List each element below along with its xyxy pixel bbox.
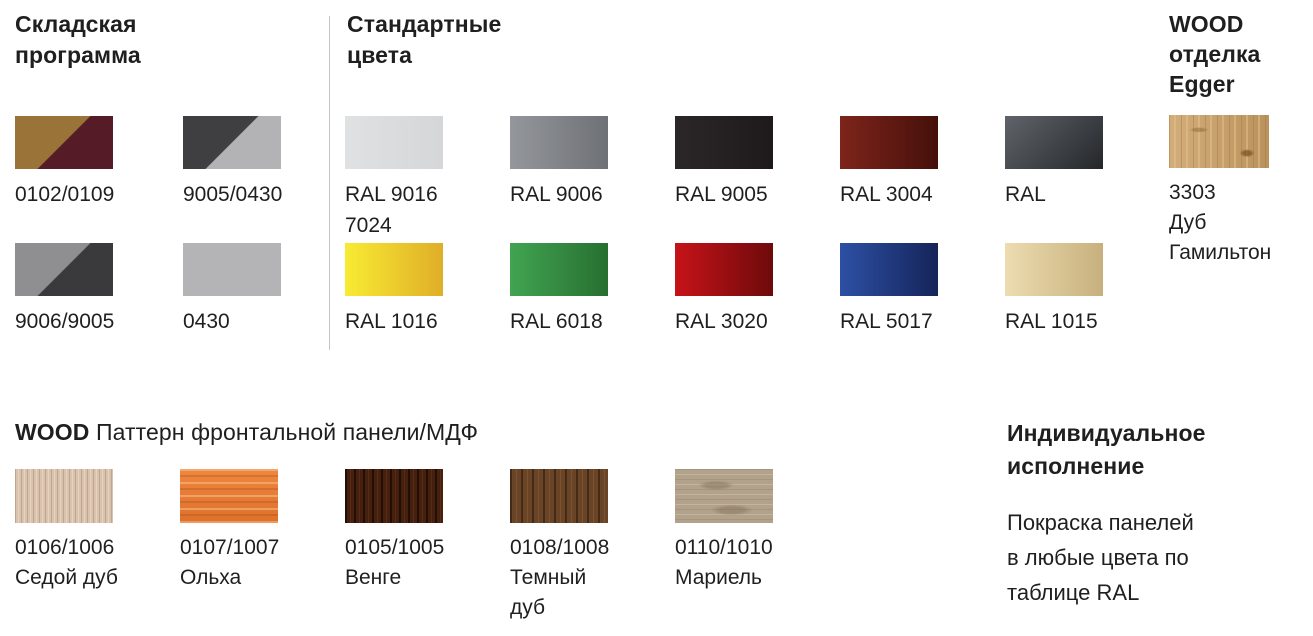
color-swatch-9006-9005 (15, 243, 113, 296)
wood-swatch-0108-dark-oak (510, 469, 608, 523)
egger-section-title: WOOD отделка Egger (1169, 11, 1261, 97)
custom-finish-description: Покраска панелей в любые цвета по таблиц… (1007, 510, 1194, 605)
swatch-code-label: RAL 1016 (345, 310, 438, 333)
swatch-code-label: 9005/0430 (183, 183, 283, 206)
color-swatch-ral-3020 (675, 243, 773, 296)
swatch-code-label: RAL (1005, 183, 1046, 206)
color-swatch-0102-0109 (15, 116, 113, 169)
swatch-code-label: RAL 3004 (840, 183, 933, 206)
swatch-cell-9006-9005: 9006/9005 (15, 243, 114, 337)
swatch-code-label: 0110/1010 Мариель (675, 536, 773, 589)
swatch-cell-ral-3004: RAL 3004 (840, 116, 938, 210)
wood-patterns-section-title: WOOD Паттерн фронтальной панели/МДФ (15, 417, 478, 448)
swatch-cell-0107-1007: 0107/1007 Ольха (180, 469, 279, 593)
wood-patterns-title-rest: Паттерн фронтальной панели/МДФ (89, 419, 479, 445)
swatch-cell-ral-9005: RAL 9005 (675, 116, 773, 210)
wood-swatch-3303-oak-hamilton (1169, 115, 1269, 168)
swatch-code-label: 3303 Дуб Гамильтон (1169, 181, 1272, 264)
swatch-cell-ral-3020: RAL 3020 (675, 243, 773, 337)
wood-swatch-0106-gray-oak (15, 469, 113, 523)
custom-finish-section-title: Индивидуальное исполнение (1007, 420, 1206, 479)
color-swatch-ral-9006 (510, 116, 608, 169)
swatch-code-label: RAL 1015 (1005, 310, 1098, 333)
swatch-code-label: 9006/9005 (15, 310, 115, 333)
swatch-code-label: 0102/0109 (15, 183, 115, 206)
swatch-cell-0106-1006: 0106/1006 Седой дуб (15, 469, 118, 593)
swatch-cell-ral-9006: RAL 9006 (510, 116, 608, 210)
color-swatch-ral (1005, 116, 1103, 169)
swatch-cell-ral-6018: RAL 6018 (510, 243, 608, 337)
swatch-code-label: RAL 9006 (510, 183, 603, 206)
swatch-code-label: 0108/1008 Темный дуб (510, 536, 610, 619)
swatch-code-label: RAL 6018 (510, 310, 603, 333)
color-swatch-ral-5017 (840, 243, 938, 296)
color-swatch-ral-1015 (1005, 243, 1103, 296)
swatch-code-label: 0430 (183, 310, 230, 333)
swatch-code-label: RAL 5017 (840, 310, 933, 333)
swatch-code-label: 0106/1006 Седой дуб (15, 536, 118, 589)
swatch-cell-ral-1016: RAL 1016 (345, 243, 443, 337)
swatch-cell-0108-1008: 0108/1008 Темный дуб (510, 469, 609, 623)
swatch-cell-ral-1015: RAL 1015 (1005, 243, 1103, 337)
swatch-cell-9005-0430: 9005/0430 (183, 116, 282, 210)
standard-section-title: Стандартные цвета (347, 11, 502, 68)
swatch-code-label: 0107/1007 Ольха (180, 536, 280, 589)
swatch-cell-0430: 0430 (183, 243, 281, 337)
swatch-code-label: RAL 9005 (675, 183, 768, 206)
section-divider (329, 16, 330, 350)
wood-patterns-title-bold: WOOD (15, 419, 90, 445)
swatch-code-label: 0105/1005 Венге (345, 536, 445, 589)
swatch-cell-ral-9016-7024: RAL 9016 7024 (345, 116, 443, 241)
swatch-code-label: RAL 3020 (675, 310, 768, 333)
color-swatch-ral-9005 (675, 116, 773, 169)
swatch-cell-3303: 3303 Дуб Гамильтон (1169, 115, 1271, 268)
wood-swatch-0105-wenge (345, 469, 443, 523)
color-swatch-0430 (183, 243, 281, 296)
swatch-cell-ral-5017: RAL 5017 (840, 243, 938, 337)
swatch-cell-0110-1010: 0110/1010 Мариель (675, 469, 773, 593)
color-swatch-ral-3004 (840, 116, 938, 169)
warehouse-section-title: Складская программа (15, 11, 141, 68)
wood-swatch-0107-alder (180, 469, 278, 523)
swatch-cell-ral: RAL (1005, 116, 1103, 210)
wood-swatch-0110-mariel (675, 469, 773, 523)
color-swatch-ral-6018 (510, 243, 608, 296)
swatch-code-label: RAL 9016 7024 (345, 183, 438, 237)
color-swatch-ral-1016 (345, 243, 443, 296)
swatch-cell-0105-1005: 0105/1005 Венге (345, 469, 444, 593)
color-swatch-9005-0430 (183, 116, 281, 169)
color-swatch-ral-9016-7024 (345, 116, 443, 169)
swatch-cell-0102-0109: 0102/0109 (15, 116, 114, 210)
